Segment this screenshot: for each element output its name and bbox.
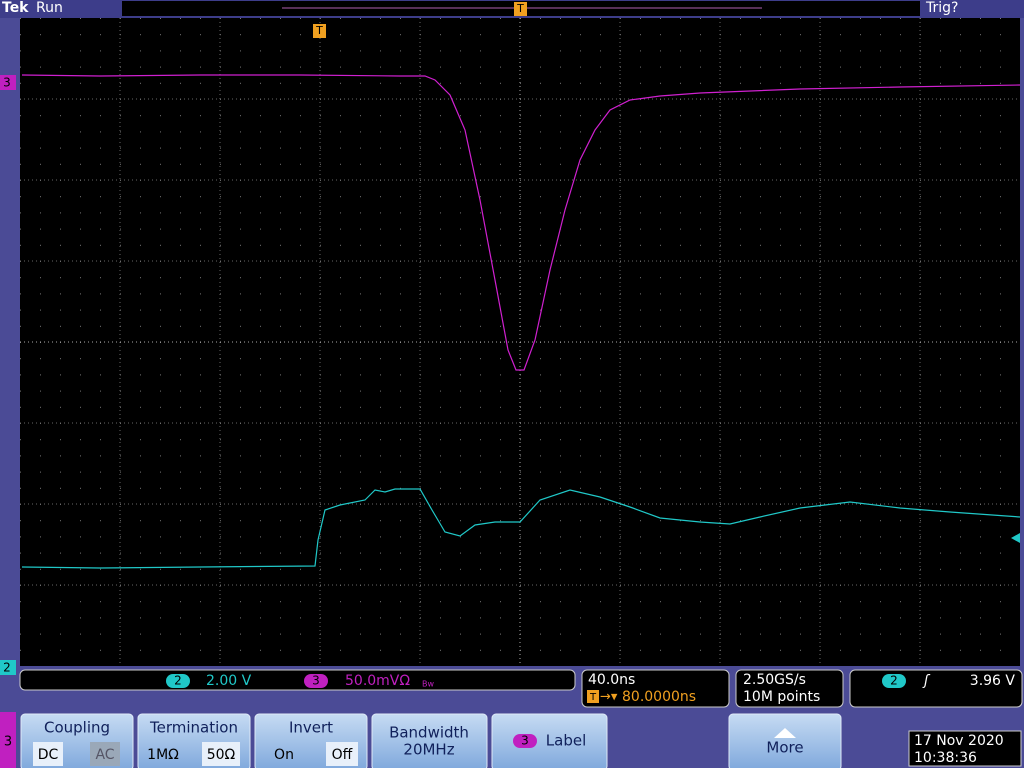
- trigger-marker: T: [313, 24, 326, 38]
- timebase-position: 80.0000ns: [622, 689, 696, 705]
- clock: [908, 730, 1022, 767]
- ch3-bw-flag: Bw: [422, 680, 434, 689]
- menu-channel: 3: [4, 735, 12, 750]
- label[interactable]: AC: [95, 747, 114, 763]
- label: 2: [3, 661, 11, 675]
- label[interactable]: Termination: [149, 719, 238, 737]
- trigger-icon: [587, 690, 599, 703]
- menu-channel-tab: [0, 712, 16, 768]
- label[interactable]: 20MHz: [403, 741, 454, 759]
- ch3-trace: [21, 74, 1021, 371]
- timebase-readout: [581, 669, 730, 708]
- label: T: [315, 24, 323, 37]
- more-button[interactable]: More: [728, 713, 842, 768]
- label[interactable]: Off: [332, 747, 353, 763]
- bandwidth-button[interactable]: Bandwidth 20MHz: [371, 713, 488, 768]
- ch2-scale: 2.00 V: [206, 673, 252, 689]
- acquisition-readout: [735, 669, 844, 708]
- label[interactable]: More: [766, 739, 803, 757]
- trigger-status: Trig?: [925, 0, 958, 16]
- label[interactable]: Label: [546, 732, 586, 750]
- label[interactable]: Coupling: [44, 719, 110, 737]
- label[interactable]: 1MΩ: [147, 747, 179, 763]
- run-status: Run: [36, 0, 63, 16]
- trigger-level: 3.96 V: [970, 673, 1016, 689]
- ch2-marker: 2: [0, 660, 16, 675]
- trig-ch-badge: [882, 674, 906, 688]
- ch3-scale: 50.0mVΩ: [345, 673, 410, 689]
- brand: Tek: [2, 0, 29, 16]
- arrow: →▾: [600, 690, 618, 705]
- label-button[interactable]: 3 Label: [491, 713, 608, 768]
- trigger-icon-label: T: [589, 692, 597, 703]
- label[interactable]: Invert: [289, 719, 333, 737]
- ch2-badge-label: 2: [174, 674, 182, 688]
- termination-button[interactable]: Termination 1MΩ 50Ω: [137, 713, 251, 768]
- trig-channel: 2: [890, 674, 898, 688]
- ch3-marker: 3: [0, 75, 16, 90]
- label[interactable]: DC: [38, 747, 59, 763]
- ch2-trace: [21, 488, 1021, 569]
- date: 17 Nov 2020: [914, 733, 1004, 749]
- time: 10:38:36: [914, 750, 977, 766]
- trigger-level-marker: [1011, 533, 1020, 543]
- label[interactable]: 50Ω: [207, 747, 236, 763]
- slope-icon: ʃ: [922, 673, 931, 689]
- label[interactable]: On: [274, 747, 294, 763]
- grid-lines: [20, 18, 1020, 666]
- label: 3: [3, 76, 11, 90]
- ch3-badge: [304, 674, 328, 688]
- record-length: 10M points: [743, 689, 820, 705]
- sample-rate: 2.50GS/s: [743, 672, 806, 688]
- coupling-button[interactable]: Coupling DC AC: [20, 713, 134, 768]
- label[interactable]: 3: [521, 734, 529, 748]
- ch2-badge: [166, 674, 190, 688]
- label[interactable]: Bandwidth: [389, 724, 469, 742]
- invert-button[interactable]: Invert On Off: [254, 713, 368, 768]
- trigger-position: T: [514, 2, 527, 16]
- ch3-badge-label: 3: [312, 674, 320, 688]
- timebase-scale: 40.0ns: [588, 672, 635, 688]
- label: T: [516, 2, 524, 15]
- channel-readout: [19, 669, 576, 691]
